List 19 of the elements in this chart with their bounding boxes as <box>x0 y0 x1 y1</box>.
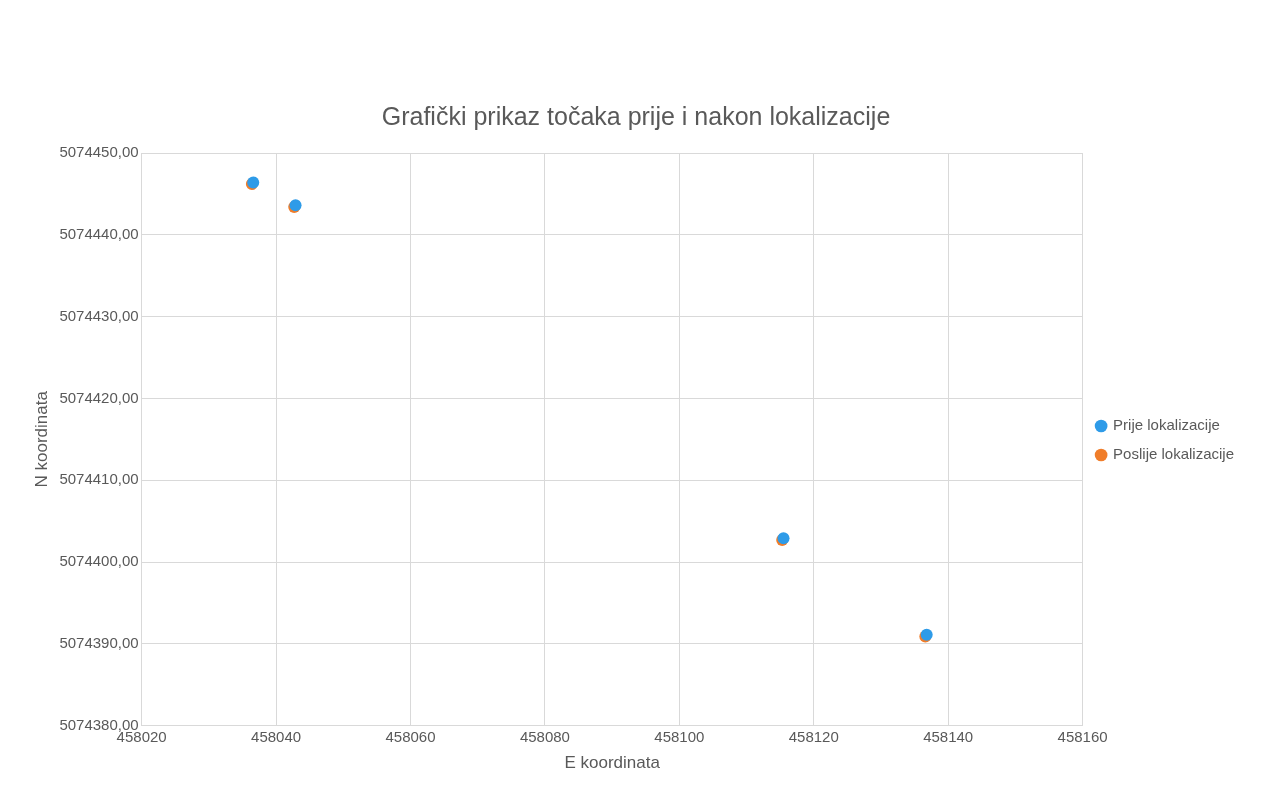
x-tick-label: 458080 <box>519 727 570 745</box>
x-tick-label: 458100 <box>654 727 705 745</box>
x-tick-label: 458060 <box>385 727 436 745</box>
y-tick-label: 5074450,00 <box>59 143 139 161</box>
x-tick-label: 458040 <box>251 727 302 745</box>
legend-label: Poslije lokalizacije <box>1113 445 1234 463</box>
y-tick-label: 5074430,00 <box>59 306 139 324</box>
legend-label: Prije lokalizacije <box>1113 416 1220 434</box>
x-axis-title: E koordinata <box>564 753 661 773</box>
y-tick-label: 5074410,00 <box>59 470 139 488</box>
x-tick-label: 458140 <box>923 727 974 745</box>
chart-title: Grafički prikaz točaka prije i nakon lokalizacije <box>381 101 891 130</box>
y-tick-label: 5074420,00 <box>59 388 139 406</box>
y-axis-title: N koordinata <box>31 390 51 488</box>
y-tick-label: 5074390,00 <box>59 633 139 651</box>
y-tick-label: 5074400,00 <box>59 552 139 570</box>
x-tick-label: 458120 <box>788 727 839 745</box>
x-tick-label: 458160 <box>1057 727 1108 745</box>
y-tick-label: 5074440,00 <box>59 224 139 242</box>
